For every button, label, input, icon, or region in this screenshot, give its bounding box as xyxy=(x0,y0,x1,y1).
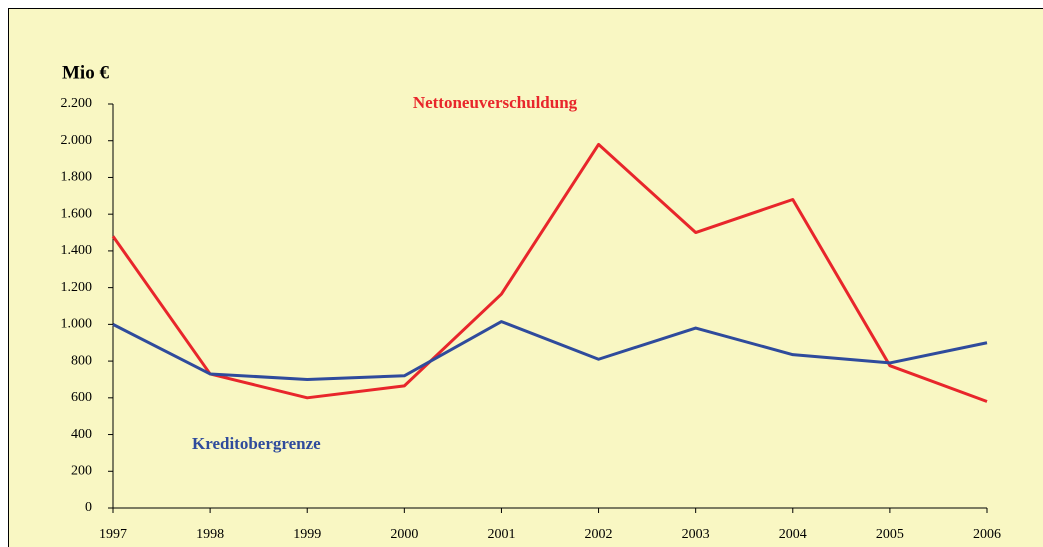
y-tick-label: 1.000 xyxy=(61,317,93,332)
series-line xyxy=(112,320,988,381)
x-tick-label: 1999 xyxy=(293,527,321,542)
y-tick-label: 2.000 xyxy=(61,133,93,148)
y-tick-label: 1.800 xyxy=(61,170,93,185)
y-tick-label: 600 xyxy=(71,390,92,405)
y-tick-label: 2.200 xyxy=(61,96,93,111)
series-label: Nettoneuverschuldung xyxy=(413,93,578,112)
x-tick-label: 2003 xyxy=(682,527,710,542)
y-tick-label: 1.200 xyxy=(61,280,93,295)
y-axis-label: Mio € xyxy=(62,62,109,83)
y-tick-label: 800 xyxy=(71,353,92,368)
x-tick-label: 2001 xyxy=(487,527,515,542)
chart-background xyxy=(8,8,1043,547)
x-tick-label: 2004 xyxy=(779,527,807,542)
x-tick-label: 1997 xyxy=(99,527,127,542)
x-tick-label: 2000 xyxy=(390,527,418,542)
series-label: Kreditobergrenze xyxy=(192,434,321,453)
y-tick-label: 200 xyxy=(71,463,92,478)
x-tick-label: 2002 xyxy=(585,527,613,542)
x-tick-label: 2005 xyxy=(876,527,904,542)
y-tick-label: 1.600 xyxy=(61,206,93,221)
series-line xyxy=(111,142,988,403)
y-tick-label: 0 xyxy=(85,500,92,515)
y-tick-label: 400 xyxy=(71,427,92,442)
x-tick-label: 2006 xyxy=(973,527,1001,542)
y-tick-label: 1.400 xyxy=(61,243,93,258)
x-tick-label: 1998 xyxy=(196,527,224,542)
